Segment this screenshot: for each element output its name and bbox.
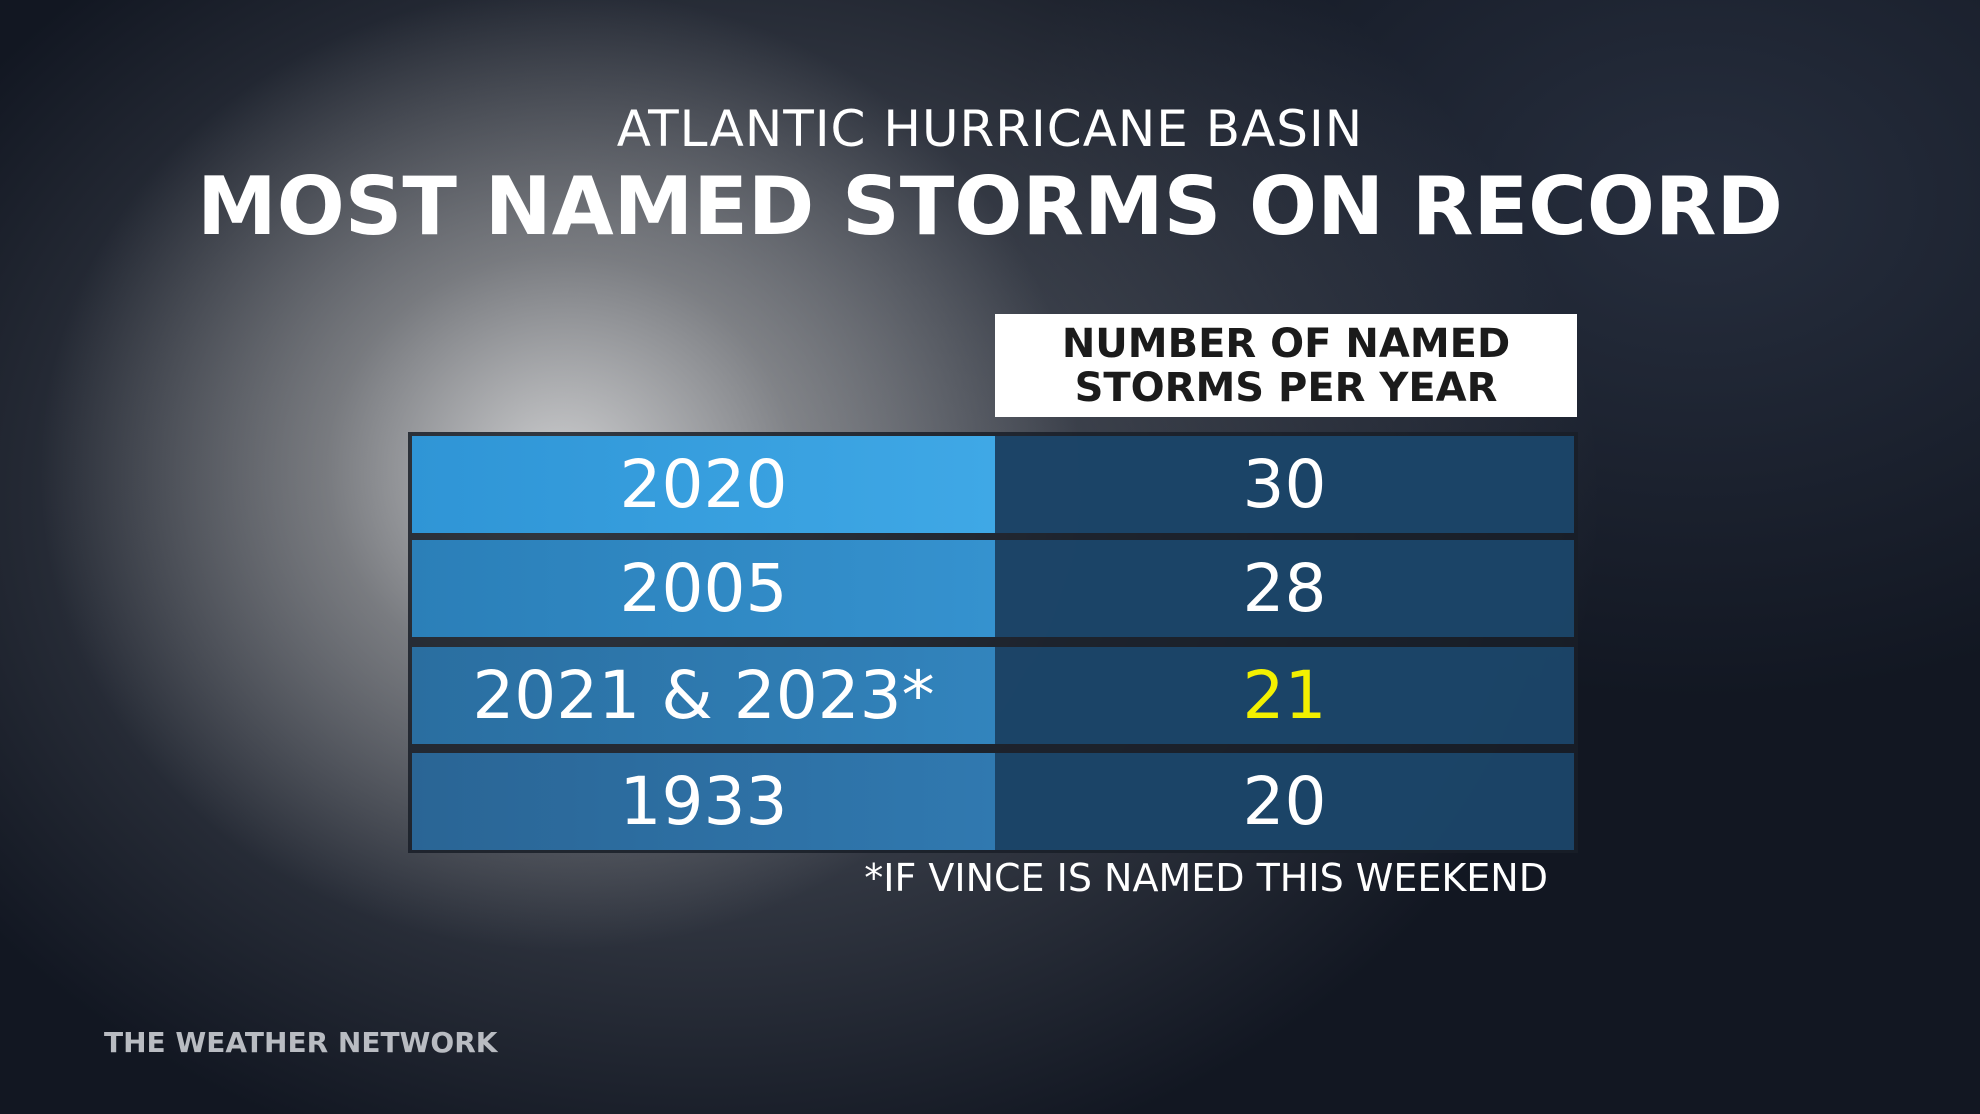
subtitle: ATLANTIC HURRICANE BASIN <box>616 100 1364 158</box>
year: 1933 <box>412 753 995 850</box>
storm-count: 28 <box>995 540 1574 637</box>
table: 2020 30 2005 28 2021 & 2023* 21 1933 20 <box>408 432 1578 853</box>
column-header-line: STORMS PER YEAR <box>1074 364 1498 411</box>
brand: THE WEATHER NETWORK <box>104 1026 498 1059</box>
storm-count: 30 <box>995 436 1574 533</box>
table-row: 2021 & 2023* 21 <box>412 647 1574 744</box>
column-header-line: NUMBER OF NAMED <box>1061 320 1511 367</box>
year: 2021 & 2023* <box>412 647 995 744</box>
storm-count: 21 <box>995 647 1574 744</box>
footnote: *IF VINCE IS NAMED THIS WEEKEND <box>864 856 1548 900</box>
title: MOST NAMED STORMS ON RECORD <box>197 160 1783 253</box>
table-row: 2005 28 <box>412 540 1574 637</box>
year: 2020 <box>412 436 995 533</box>
column-header: NUMBER OF NAMED STORMS PER YEAR <box>995 314 1577 417</box>
year: 2005 <box>412 540 995 637</box>
table-row: 1933 20 <box>412 753 1574 850</box>
storm-count: 20 <box>995 753 1574 850</box>
table-row: 2020 30 <box>412 436 1574 533</box>
